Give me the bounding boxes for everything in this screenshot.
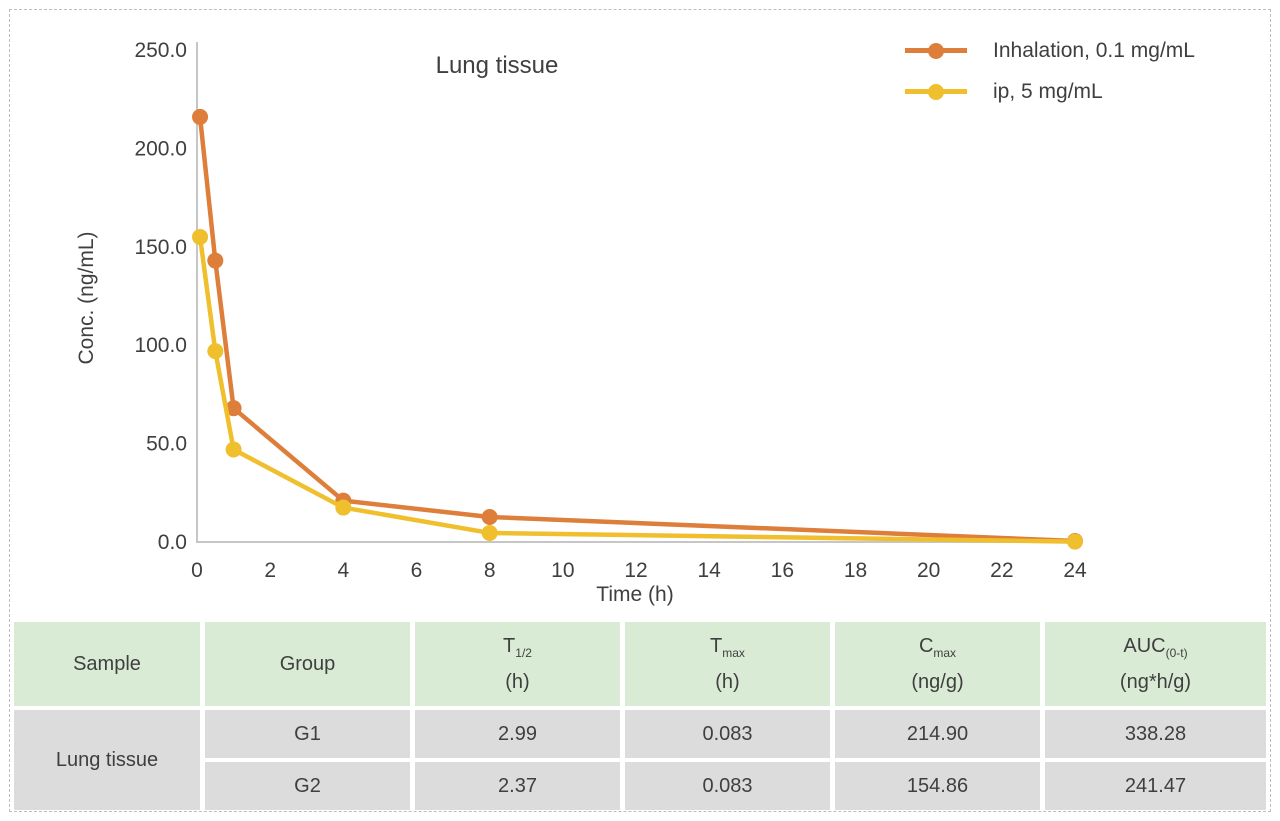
y-tick-label: 100.0 [134,334,187,357]
series-line [197,236,1076,544]
x-tick-label: 16 [771,559,794,582]
column-header-c-max: Cmax (ng/g) [835,622,1040,706]
y-axis-title-text: Conc. (ng/mL) [75,231,98,365]
data-point [335,499,352,516]
data-point [225,400,242,417]
x-axis-title: Time (h) [596,583,674,606]
header-text: Sample [73,652,141,675]
column-header-t-max: Tmax (h) [625,622,830,706]
header-subscript: 1/2 [515,645,532,660]
header-text: T [503,634,516,657]
legend-dot-icon [928,83,944,100]
series-1 [192,228,1083,550]
cell-c-max-g2: 154.86 [835,762,1040,810]
header-unit: (ng/g) [911,670,964,693]
header-unit: (h) [715,670,740,693]
cell-auc-g1: 338.28 [1045,710,1266,758]
column-header-auc: AUC(0-t) (ng*h/g) [1045,622,1266,706]
data-point [481,524,498,541]
y-tick-label: 200.0 [134,137,187,160]
header-subscript: max [933,645,957,660]
y-tick-label: 250.0 [134,39,187,62]
legend-label: Inhalation, 0.1 mg/mL [993,38,1195,62]
column-header-t-half: T1/2 (h) [415,622,620,706]
x-tick-label: 6 [411,559,423,582]
y-tick-label: 150.0 [134,236,187,259]
data-point [481,509,498,526]
cell-t-max-g2: 0.083 [625,762,830,810]
legend-item-inhalation: Inhalation, 0.1 mg/mL [905,30,1195,71]
legend-label: ip, 5 mg/mL [993,79,1103,103]
cell-auc-g2: 241.47 [1045,762,1266,810]
x-tick-label: 20 [917,559,940,582]
x-tick-label: 0 [191,559,203,582]
data-point [192,228,209,245]
data-point [207,252,224,269]
cell-c-max-g1: 214.90 [835,710,1040,758]
legend-line-marker-icon [905,83,967,100]
y-tick-label: 50.0 [146,433,187,456]
cell-t-half-g1: 2.99 [415,710,620,758]
x-tick-label: 12 [624,559,647,582]
cell-t-max-g1: 0.083 [625,710,830,758]
pk-line-chart: 0.0 50.0 100.0 150.0 200.0 250.0 0 2 4 6 8 10 12 14 16… [75,30,1195,607]
x-tick-label: 24 [1063,559,1087,582]
header-unit: (h) [505,670,530,693]
x-tick-label: 18 [844,559,867,582]
chart-title: Lung tissue [435,52,559,79]
header-subscript: (0-t) [1165,645,1188,660]
cell-t-half-g2: 2.37 [415,762,620,810]
column-header-group: Group [205,622,410,706]
header-text: AUC [1123,634,1166,657]
header-subscript: max [722,645,745,660]
column-header-sample: Sample [14,622,200,706]
legend-line-marker-icon [905,42,967,59]
chart-legend: Inhalation, 0.1 mg/mL ip, 5 mg/mL [905,30,1195,112]
cell-sample: Lung tissue [14,710,200,810]
cell-group-g2: G2 [205,762,410,810]
series-0 [192,108,1083,550]
data-point [207,343,224,360]
x-tick-label: 2 [264,559,276,582]
header-unit: (ng*h/g) [1119,670,1192,693]
pk-parameters-table: Sample Group T1/2 (h) Tmax (h) Cmax (ng/… [14,622,1266,810]
data-point [225,441,242,458]
data-point [192,108,209,125]
y-tick-label: 0.0 [158,531,187,554]
data-point [1067,533,1083,550]
x-tick-label: 8 [484,559,496,582]
x-tick-label: 22 [990,559,1013,582]
legend-item-ip: ip, 5 mg/mL [905,71,1195,112]
x-tick-label: 10 [551,559,574,582]
header-text: T [710,634,723,657]
series-line [197,116,1076,544]
cell-group-g1: G1 [205,710,410,758]
header-text: C [918,634,934,657]
header-text: Group [279,652,336,675]
x-tick-label: 14 [697,559,721,582]
legend-dot-icon [928,42,944,59]
x-tick-label: 4 [337,559,349,582]
